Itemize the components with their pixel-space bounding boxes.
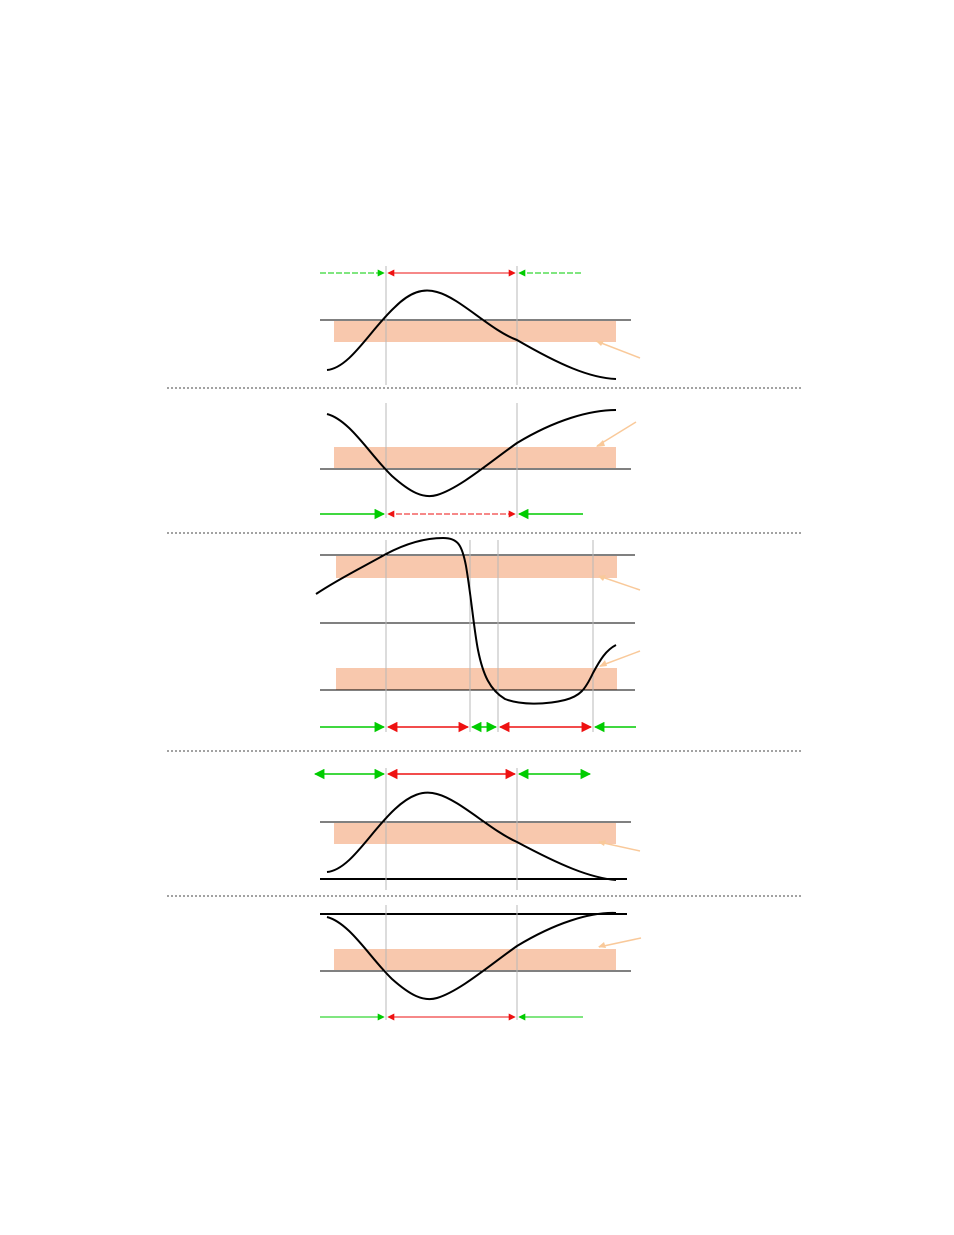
band-pointer-arrowhead [599, 660, 607, 667]
threshold-band-upper [336, 556, 617, 578]
panel-5 [320, 905, 642, 1021]
panel-1 [320, 266, 641, 385]
signal-curve [326, 791, 617, 881]
band-pointer-arrow-upper [598, 575, 641, 591]
signal-curve [326, 289, 617, 380]
band-pointer-arrow [595, 340, 641, 359]
band-pointer-arrowhead [598, 575, 606, 581]
signal-curve [315, 536, 617, 705]
band-pointer-arrowhead [596, 341, 604, 346]
signal-curve [326, 911, 617, 1000]
threshold-band [334, 949, 616, 970]
threshold-band [334, 321, 616, 342]
panel-3 [315, 536, 641, 733]
panel-separators [167, 387, 803, 897]
band-pointer-arrow [598, 841, 641, 852]
band-pointer-arrow [598, 937, 642, 948]
threshold-band [334, 447, 616, 468]
band-pointer-arrow-lower [599, 650, 641, 667]
threshold-band [334, 823, 616, 844]
band-pointer-arrowhead [598, 942, 606, 948]
panel-4 [313, 768, 641, 890]
band-pointer-arrowhead [596, 440, 605, 447]
panel-2 [320, 403, 637, 520]
threshold-band-lower [336, 668, 617, 690]
band-pointer-arrowhead [598, 840, 606, 846]
signal-curve [326, 409, 617, 497]
